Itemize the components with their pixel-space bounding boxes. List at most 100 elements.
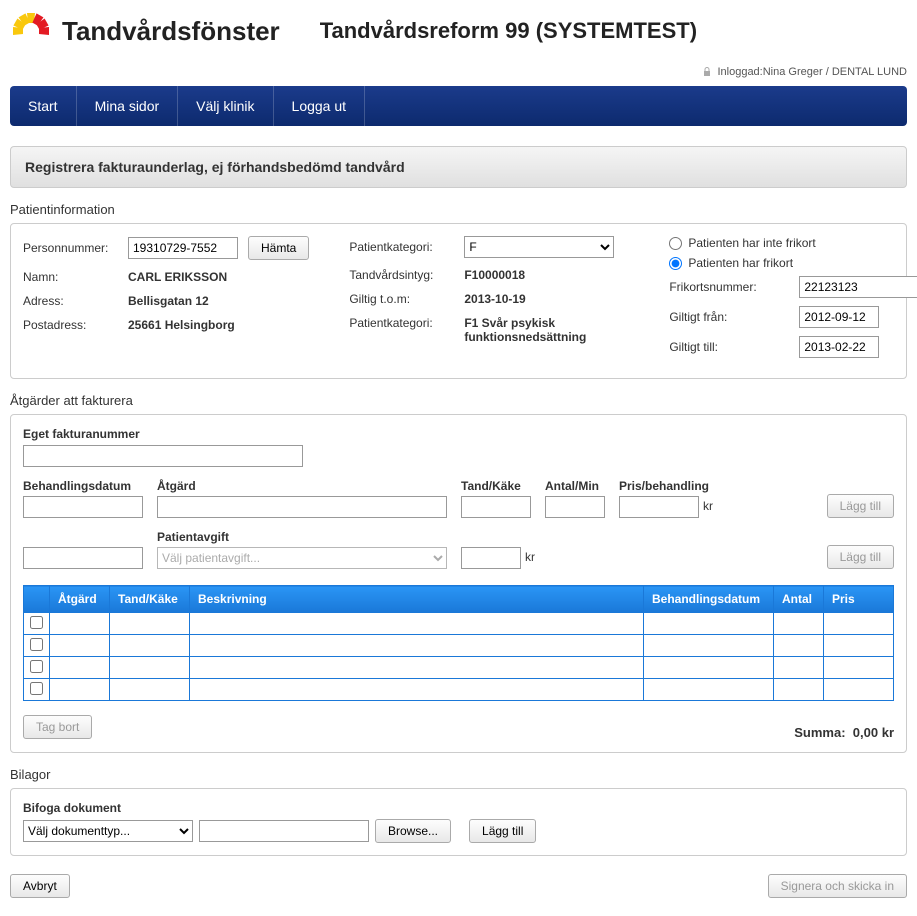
doc-type-select[interactable]: Välj dokumenttyp... bbox=[23, 820, 193, 842]
bilagor-lagg-till-button[interactable]: Lägg till bbox=[469, 819, 536, 843]
th-tand-kake: Tand/Käke bbox=[110, 586, 190, 613]
lagg-till-button-2[interactable]: Lägg till bbox=[827, 545, 894, 569]
app-logo bbox=[10, 10, 52, 52]
th-antal: Antal bbox=[774, 586, 824, 613]
bilagor-section-label: Bilagor bbox=[10, 767, 907, 782]
kr-label-2: kr bbox=[525, 550, 535, 566]
table-cell bbox=[190, 679, 644, 701]
tand-kake-label: Tand/Käke bbox=[461, 479, 531, 493]
tag-bort-button[interactable]: Tag bort bbox=[23, 715, 92, 739]
nav-start[interactable]: Start bbox=[10, 86, 77, 126]
th-beskrivning: Beskrivning bbox=[190, 586, 644, 613]
bifoga-label: Bifoga dokument bbox=[23, 801, 894, 815]
main-nav: Start Mina sidor Välj klinik Logga ut bbox=[10, 86, 907, 126]
actions-panel: Eget fakturanummer Behandlingsdatum Åtgä… bbox=[10, 414, 907, 753]
actions-section-label: Åtgärder att fakturera bbox=[10, 393, 907, 408]
table-cell bbox=[774, 635, 824, 657]
table-cell bbox=[110, 613, 190, 635]
giltig-tom-value: 2013-10-19 bbox=[464, 292, 525, 306]
personnummer-input[interactable] bbox=[128, 237, 238, 259]
nav-logga-ut[interactable]: Logga ut bbox=[274, 86, 366, 126]
table-cell bbox=[644, 613, 774, 635]
row-checkbox[interactable] bbox=[30, 638, 43, 651]
page-title: Registrera fakturaunderlag, ej förhandsb… bbox=[10, 146, 907, 188]
table-cell bbox=[824, 679, 894, 701]
tand-kake-input bbox=[461, 496, 531, 518]
table-cell bbox=[824, 635, 894, 657]
table-row bbox=[24, 613, 894, 635]
patient-section-label: Patientinformation bbox=[10, 202, 907, 217]
summa-value: 0,00 kr bbox=[853, 725, 894, 740]
table-cell bbox=[824, 613, 894, 635]
table-cell bbox=[774, 657, 824, 679]
eget-fakturanummer-input[interactable] bbox=[23, 445, 303, 467]
summa-label: Summa: bbox=[794, 725, 845, 740]
atgard-input[interactable] bbox=[157, 496, 447, 518]
adress-label: Adress: bbox=[23, 294, 128, 308]
table-cell bbox=[50, 635, 110, 657]
tandvardsintyg-label: Tandvårdsintyg: bbox=[349, 268, 464, 282]
login-user: Nina Greger / DENTAL LUND bbox=[763, 66, 907, 78]
signera-button[interactable]: Signera och skicka in bbox=[768, 874, 907, 898]
lagg-till-button-1[interactable]: Lägg till bbox=[827, 494, 894, 518]
table-cell bbox=[190, 657, 644, 679]
table-cell bbox=[644, 679, 774, 701]
table-cell bbox=[774, 679, 824, 701]
table-cell bbox=[644, 635, 774, 657]
nav-mina-sidor[interactable]: Mina sidor bbox=[77, 86, 179, 126]
table-cell bbox=[190, 613, 644, 635]
radio-no-frikort-label: Patienten har inte frikort bbox=[688, 236, 815, 250]
avbryt-button[interactable]: Avbryt bbox=[10, 874, 70, 898]
table-row bbox=[24, 657, 894, 679]
brand-title: Tandvårdsfönster bbox=[62, 16, 280, 47]
adress-value: Bellisgatan 12 bbox=[128, 294, 209, 308]
row-checkbox[interactable] bbox=[30, 616, 43, 629]
patient-panel: Personnummer: Hämta Namn: CARL ERIKSSON … bbox=[10, 223, 907, 379]
giltigt-fran-label: Giltigt från: bbox=[669, 310, 799, 324]
table-row bbox=[24, 679, 894, 701]
patientavgift-kr-input bbox=[461, 547, 521, 569]
row-checkbox[interactable] bbox=[30, 660, 43, 673]
patientkategori2-label: Patientkategori: bbox=[349, 316, 464, 330]
patientkategori2-value: F1 Svår psykisk funktionsnedsättning bbox=[464, 316, 624, 344]
giltigt-till-label: Giltigt till: bbox=[669, 340, 799, 354]
personnummer-label: Personnummer: bbox=[23, 241, 128, 255]
patientkategori-select[interactable]: F bbox=[464, 236, 614, 258]
giltigt-till-input[interactable] bbox=[799, 336, 879, 358]
radio-has-frikort-label: Patienten har frikort bbox=[688, 256, 793, 270]
login-bar: Inloggad:Nina Greger / DENTAL LUND bbox=[10, 62, 907, 86]
th-behandlingsdatum: Behandlingsdatum bbox=[644, 586, 774, 613]
table-cell bbox=[50, 657, 110, 679]
frikortsnummer-input[interactable] bbox=[799, 276, 917, 298]
giltigt-fran-input[interactable] bbox=[799, 306, 879, 328]
giltig-tom-label: Giltig t.o.m: bbox=[349, 292, 464, 306]
nav-valj-klinik[interactable]: Välj klinik bbox=[178, 86, 273, 126]
table-cell bbox=[774, 613, 824, 635]
table-cell bbox=[110, 635, 190, 657]
login-prefix: Inloggad: bbox=[717, 66, 762, 78]
patientkategori-label: Patientkategori: bbox=[349, 240, 464, 254]
th-pris: Pris bbox=[824, 586, 894, 613]
frikortsnummer-label: Frikortsnummer: bbox=[669, 280, 799, 294]
behandlingsdatum-label: Behandlingsdatum bbox=[23, 479, 143, 493]
namn-label: Namn: bbox=[23, 270, 128, 284]
pris-behandling-label: Pris/behandling bbox=[619, 479, 719, 493]
header: Tandvårdsfönster Tandvårdsreform 99 (SYS… bbox=[10, 0, 907, 62]
th-atgard: Åtgärd bbox=[50, 586, 110, 613]
table-cell bbox=[50, 613, 110, 635]
postadress-label: Postadress: bbox=[23, 318, 128, 332]
antal-min-label: Antal/Min bbox=[545, 479, 605, 493]
system-title: Tandvårdsreform 99 (SYSTEMTEST) bbox=[320, 18, 697, 44]
hamta-button[interactable]: Hämta bbox=[248, 236, 309, 260]
radio-no-frikort[interactable] bbox=[669, 237, 682, 250]
row-checkbox[interactable] bbox=[30, 682, 43, 695]
behandlingsdatum-input[interactable] bbox=[23, 496, 143, 518]
radio-has-frikort[interactable] bbox=[669, 257, 682, 270]
table-cell bbox=[110, 679, 190, 701]
antal-min-input bbox=[545, 496, 605, 518]
eget-fakturanummer-label: Eget fakturanummer bbox=[23, 427, 894, 441]
namn-value: CARL ERIKSSON bbox=[128, 270, 227, 284]
table-cell bbox=[110, 657, 190, 679]
browse-button[interactable]: Browse... bbox=[375, 819, 451, 843]
file-path-display bbox=[199, 820, 369, 842]
